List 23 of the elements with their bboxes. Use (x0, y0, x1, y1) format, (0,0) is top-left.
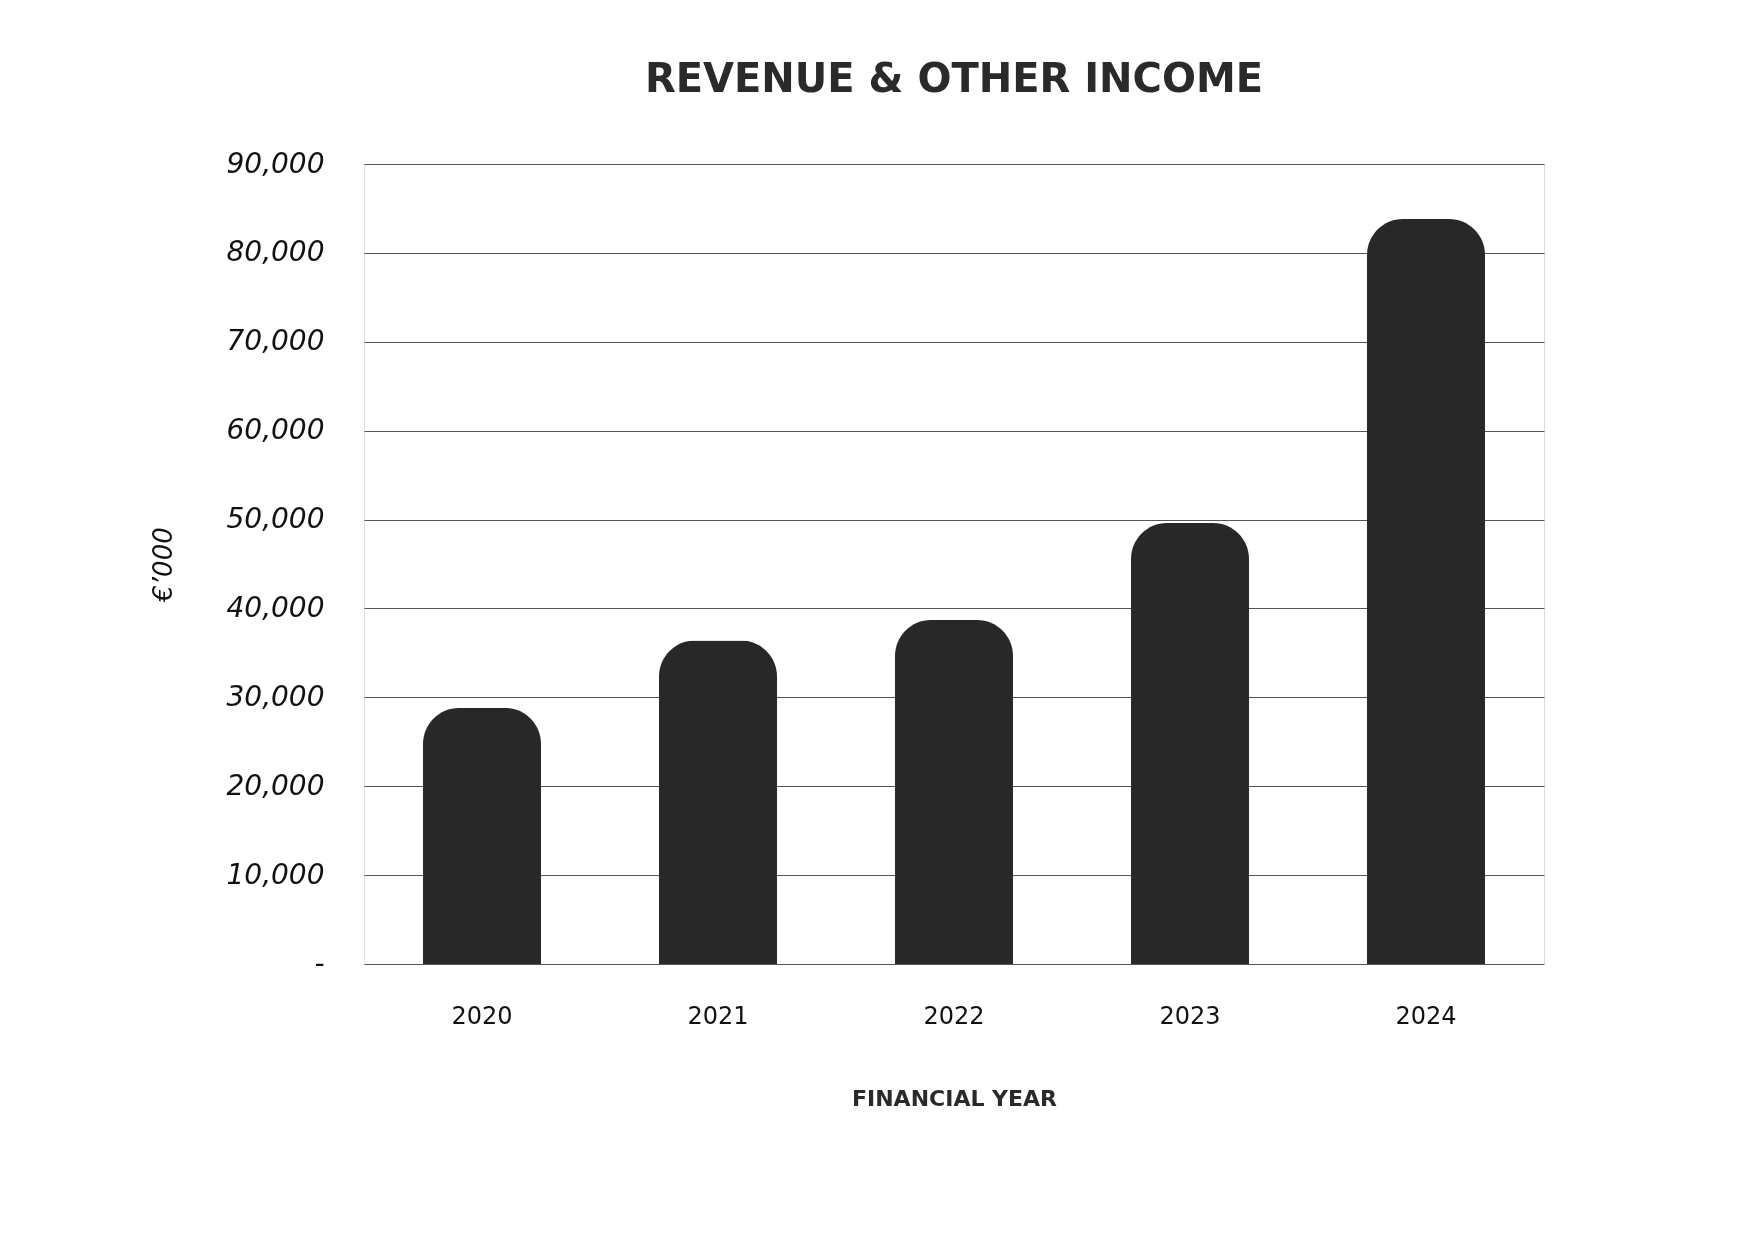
y-axis-title: €’000 (147, 527, 178, 603)
y-tick-label: 40,000 (226, 590, 325, 624)
y-tick-label: 70,000 (226, 324, 325, 358)
x-tick-label: 2024 (1395, 1001, 1457, 1030)
y-tick-label: 30,000 (226, 679, 325, 713)
bar (1367, 219, 1485, 964)
x-tick-label: 2021 (687, 1001, 749, 1030)
x-tick-label: 2020 (451, 1001, 513, 1030)
x-tick-label: 2023 (1159, 1001, 1221, 1030)
y-tick-label: 50,000 (226, 502, 325, 536)
y-tick-label: 10,000 (226, 857, 325, 891)
chart-title: REVENUE & OTHER INCOME (644, 55, 1264, 101)
y-tick-label: 80,000 (226, 235, 325, 269)
y-tick-label: 90,000 (226, 146, 325, 180)
bar (895, 620, 1013, 964)
x-tick-label: 2022 (923, 1001, 985, 1030)
y-tick-label: - (314, 946, 325, 980)
y-tick-label: 60,000 (226, 413, 325, 447)
bar (1131, 523, 1249, 964)
x-axis-title: FINANCIAL YEAR (851, 1085, 1058, 1111)
bar (423, 708, 541, 964)
bar (659, 640, 777, 964)
y-tick-label: 20,000 (226, 768, 325, 802)
